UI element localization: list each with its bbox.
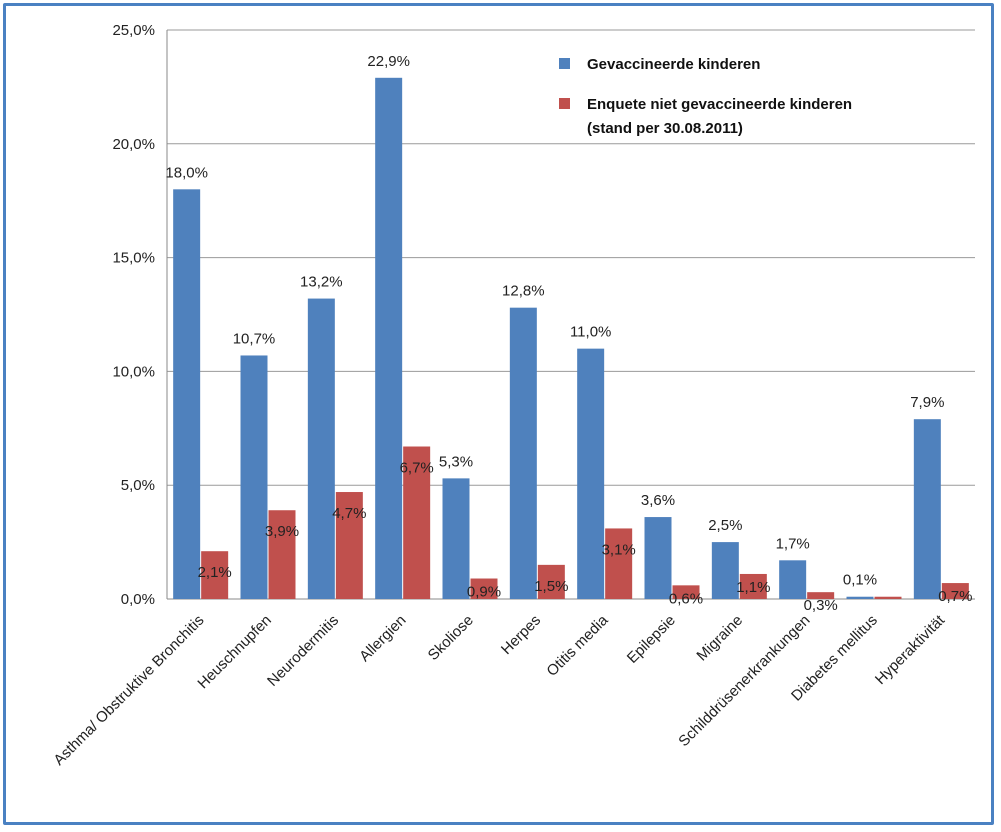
data-label-vaccinated: 13,2% bbox=[300, 274, 343, 291]
bar-vaccinated bbox=[240, 355, 268, 599]
y-tick-label: 20,0% bbox=[112, 136, 155, 153]
bar-chart: 0,0% 5,0% 10,0% 15,0% 20,0% 25,0% 18,0% 2,1% Ast… bbox=[50, 22, 975, 769]
x-category-label: Neurodermitis bbox=[264, 612, 342, 690]
bar-unvaccinated bbox=[470, 578, 498, 599]
data-label-vaccinated: 12,8% bbox=[502, 283, 545, 300]
bar-unvaccinated bbox=[403, 446, 431, 599]
bar-unvaccinated bbox=[335, 492, 363, 599]
data-label-vaccinated: 3,6% bbox=[641, 492, 675, 509]
legend-label-unvaccinated: Enquete niet gevaccineerde kinderen bbox=[587, 96, 852, 113]
x-category-label: Herpes bbox=[498, 612, 544, 658]
data-label-unvaccinated: 0,6% bbox=[669, 590, 703, 607]
data-label-unvaccinated: 1,5% bbox=[534, 578, 568, 595]
legend-swatch-vaccinated bbox=[559, 58, 570, 69]
bar-unvaccinated bbox=[537, 564, 565, 599]
data-label-unvaccinated: 2,1% bbox=[198, 564, 232, 581]
legend-label-vaccinated: Gevaccineerde kinderen bbox=[587, 56, 760, 73]
data-label-unvaccinated: 0,7% bbox=[938, 588, 972, 605]
legend-label-unvaccinated-date: (stand per 30.08.2011) bbox=[587, 120, 743, 137]
x-category-label: Asthma/ Obstruktive Bronchitis bbox=[50, 612, 207, 769]
bar-unvaccinated bbox=[807, 592, 835, 599]
y-tick-label: 0,0% bbox=[121, 591, 155, 608]
bar-unvaccinated bbox=[268, 510, 296, 599]
data-label-unvaccinated: 0,9% bbox=[467, 584, 501, 601]
bar-vaccinated bbox=[711, 542, 739, 599]
x-category-label: Allergien bbox=[356, 612, 409, 665]
bar-vaccinated bbox=[913, 419, 941, 599]
bar-vaccinated bbox=[375, 77, 403, 599]
y-tick-label: 25,0% bbox=[112, 22, 155, 39]
bar-unvaccinated bbox=[739, 573, 767, 599]
data-label-unvaccinated: 4,7% bbox=[332, 505, 366, 522]
y-tick-label: 15,0% bbox=[112, 250, 155, 267]
data-label-vaccinated: 22,9% bbox=[367, 53, 410, 70]
x-category-label: Otitis media bbox=[543, 611, 611, 679]
data-label-vaccinated: 18,0% bbox=[165, 164, 208, 181]
bar-unvaccinated bbox=[672, 585, 700, 599]
y-tick-label: 10,0% bbox=[112, 363, 155, 380]
bar-unvaccinated bbox=[874, 596, 902, 599]
bar-unvaccinated bbox=[201, 551, 229, 599]
y-tick-label: 5,0% bbox=[121, 477, 155, 494]
data-label-unvaccinated: 6,7% bbox=[400, 460, 434, 477]
data-label-vaccinated: 0,1% bbox=[843, 572, 877, 589]
x-category-label: Epilepsie bbox=[624, 612, 679, 667]
bar-vaccinated bbox=[577, 348, 605, 599]
data-label-vaccinated: 10,7% bbox=[233, 330, 276, 347]
x-category-label: Hyperaktivität bbox=[872, 611, 949, 688]
bar-unvaccinated bbox=[605, 528, 633, 599]
data-label-vaccinated: 1,7% bbox=[776, 535, 810, 552]
chart-frame: 0,0% 5,0% 10,0% 15,0% 20,0% 25,0% 18,0% 2,1% Ast… bbox=[3, 3, 994, 825]
data-label-vaccinated: 2,5% bbox=[708, 517, 742, 534]
bar-vaccinated bbox=[509, 307, 537, 599]
x-category-label: Schilddrüsenerkrankungen bbox=[675, 612, 813, 750]
data-label-vaccinated: 7,9% bbox=[910, 394, 944, 411]
data-label-unvaccinated: 3,1% bbox=[602, 541, 636, 558]
bar-vaccinated bbox=[846, 596, 874, 599]
bar-vaccinated bbox=[644, 517, 672, 599]
data-label-unvaccinated: 1,1% bbox=[736, 579, 770, 596]
data-label-vaccinated: 5,3% bbox=[439, 453, 473, 470]
data-label-vaccinated: 11,0% bbox=[570, 324, 611, 341]
bar-vaccinated bbox=[779, 560, 807, 599]
x-category-label: Skoliose bbox=[425, 612, 477, 664]
legend-swatch-unvaccinated bbox=[559, 98, 570, 109]
bar-vaccinated bbox=[173, 189, 201, 599]
data-label-unvaccinated: 3,9% bbox=[265, 523, 299, 540]
x-category-label: Migraine bbox=[693, 612, 746, 665]
bar-unvaccinated bbox=[941, 583, 969, 599]
bar-vaccinated bbox=[442, 478, 470, 599]
data-label-unvaccinated: 0,3% bbox=[804, 597, 838, 614]
bar-vaccinated bbox=[307, 298, 335, 599]
